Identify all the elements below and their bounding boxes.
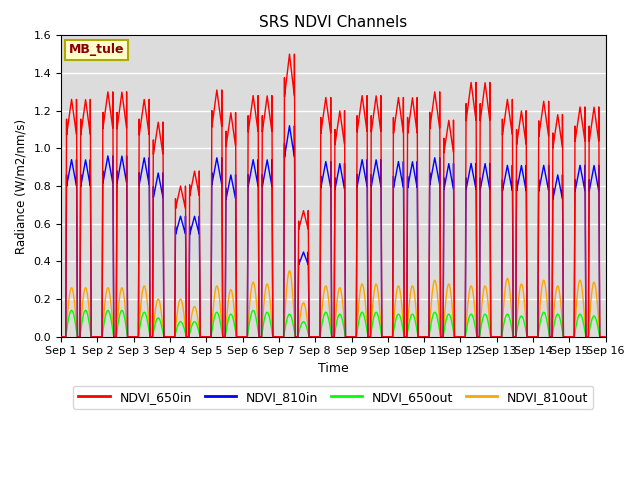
Title: SRS NDVI Channels: SRS NDVI Channels — [259, 15, 408, 30]
Y-axis label: Radiance (W/m2/nm/s): Radiance (W/m2/nm/s) — [15, 119, 28, 253]
Legend: NDVI_650in, NDVI_810in, NDVI_650out, NDVI_810out: NDVI_650in, NDVI_810in, NDVI_650out, NDV… — [74, 386, 593, 409]
X-axis label: Time: Time — [318, 362, 349, 375]
Text: MB_tule: MB_tule — [69, 43, 125, 57]
